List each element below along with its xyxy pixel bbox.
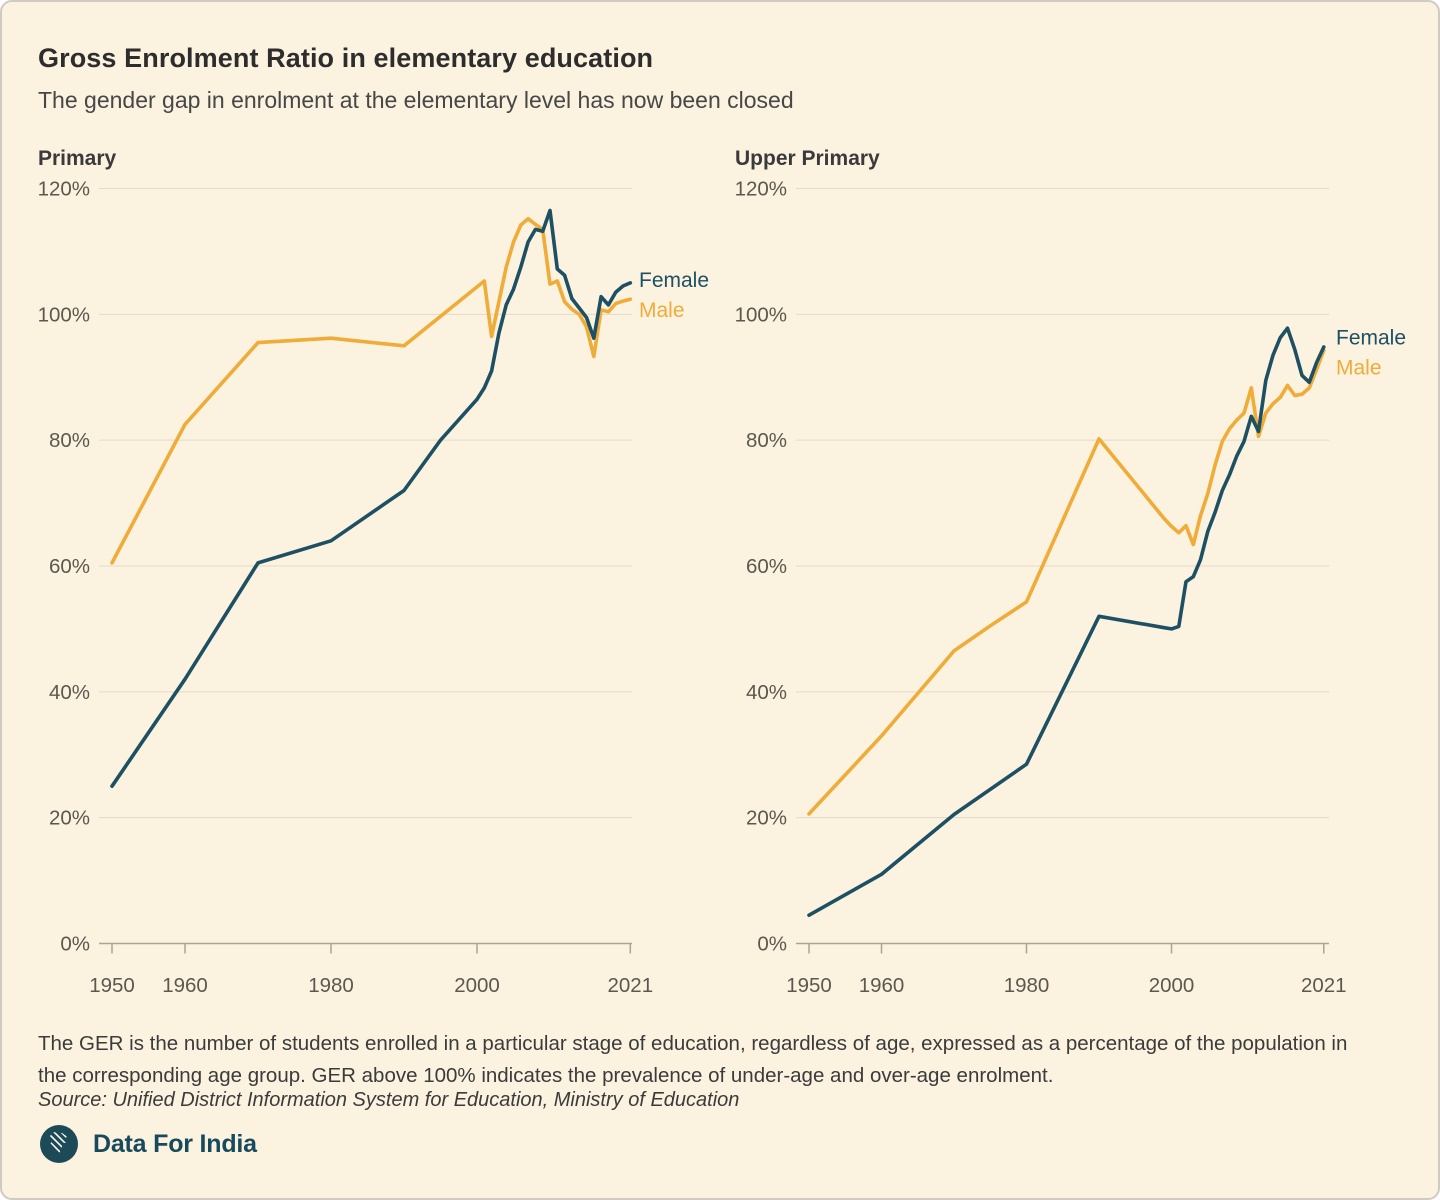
x-axis-label: 2000 xyxy=(454,974,500,997)
series-label-male: Male xyxy=(1336,357,1382,380)
series-label-female: Female xyxy=(1336,327,1406,350)
series-line-male xyxy=(807,348,1326,816)
y-axis-label: 80% xyxy=(49,429,90,452)
data-for-india-logo-icon xyxy=(39,1124,79,1164)
data-for-india-logo[interactable]: Data For India xyxy=(39,1124,257,1164)
x-axis-label: 1980 xyxy=(1004,974,1050,997)
y-axis-label: 120% xyxy=(735,177,787,200)
y-axis-label: 60% xyxy=(746,555,787,578)
x-axis-label: 2000 xyxy=(1149,974,1195,997)
y-axis-label: 100% xyxy=(735,303,787,326)
brand-name: Data For India xyxy=(93,1129,257,1158)
y-axis-label: 0% xyxy=(757,933,787,956)
x-axis-label: 1950 xyxy=(89,974,135,997)
y-axis-label: 0% xyxy=(60,933,90,956)
series-line-female xyxy=(110,208,633,789)
x-axis-label: 1960 xyxy=(859,974,905,997)
x-axis-label: 1950 xyxy=(786,974,832,997)
y-axis-label: 40% xyxy=(49,681,90,704)
x-axis-label: 2021 xyxy=(607,974,653,997)
x-axis-label: 1980 xyxy=(308,974,354,997)
y-axis-label: 100% xyxy=(38,303,90,326)
chart-title-primary: Primary xyxy=(38,147,117,170)
chart-title-upper-primary: Upper Primary xyxy=(735,147,880,170)
series-line-female xyxy=(807,326,1326,918)
footnote: The GER is the number of students enroll… xyxy=(38,1032,1348,1087)
x-axis-label: 2021 xyxy=(1301,974,1347,997)
source-note: Source: Unified District Information Sys… xyxy=(38,1089,740,1111)
series-line-male xyxy=(110,216,633,565)
y-axis-label: 80% xyxy=(746,429,787,452)
y-axis-label: 120% xyxy=(38,177,90,200)
series-label-male: Male xyxy=(639,299,685,322)
y-axis-label: 20% xyxy=(49,807,90,830)
page-subtitle: The gender gap in enrolment at the eleme… xyxy=(38,87,794,113)
y-axis-label: 60% xyxy=(49,555,90,578)
y-axis-label: 20% xyxy=(746,807,787,830)
x-axis-label: 1960 xyxy=(162,974,208,997)
page-title: Gross Enrolment Ratio in elementary educ… xyxy=(38,43,654,73)
series-label-female: Female xyxy=(639,269,709,292)
y-axis-label: 40% xyxy=(746,681,787,704)
